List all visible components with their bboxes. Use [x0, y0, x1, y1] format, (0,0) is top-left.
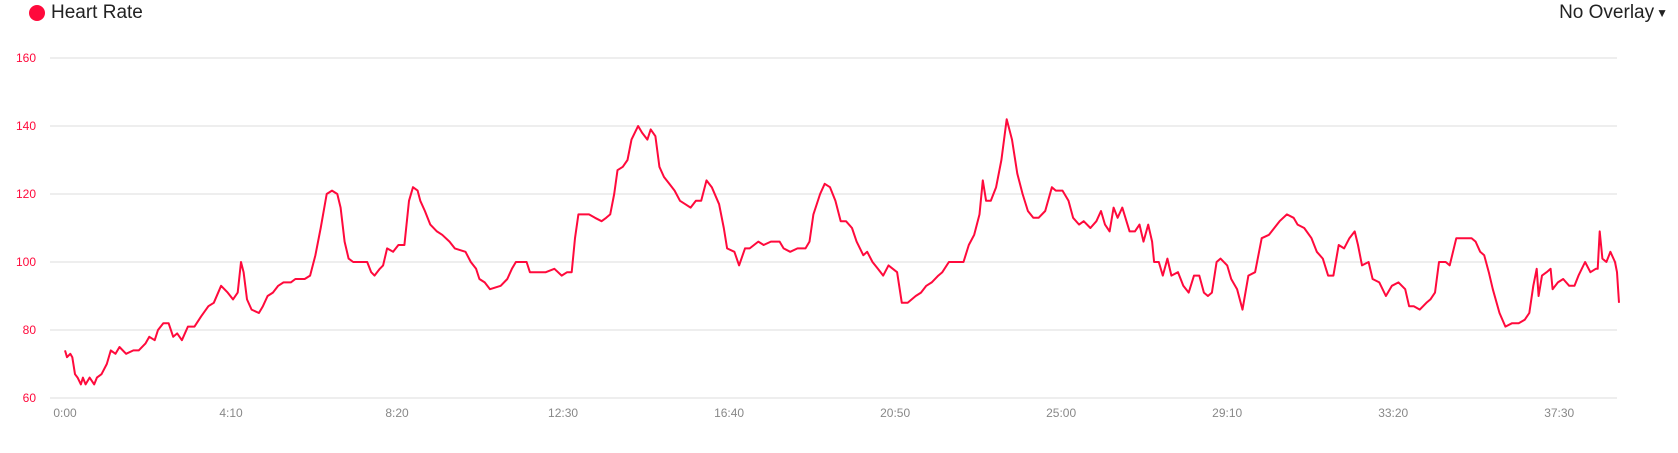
x-tick-label: 20:50	[880, 406, 910, 420]
y-tick-label: 60	[23, 391, 37, 405]
x-tick-label: 25:00	[1046, 406, 1076, 420]
legend-label: Heart Rate	[51, 2, 143, 23]
x-tick-label: 8:20	[385, 406, 409, 420]
y-tick-label: 120	[16, 187, 36, 201]
heart-rate-series-line	[64, 118, 1620, 386]
heart-rate-dot-icon	[29, 5, 45, 21]
x-tick-label: 37:30	[1544, 406, 1574, 420]
overlay-dropdown-label: No Overlay	[1559, 2, 1655, 23]
y-tick-label: 160	[16, 51, 36, 65]
x-tick-label: 16:40	[714, 406, 744, 420]
y-tick-label: 140	[16, 119, 36, 133]
x-tick-label: 0:00	[53, 406, 77, 420]
x-tick-label: 29:10	[1212, 406, 1242, 420]
legend-heart-rate: Heart Rate	[29, 2, 143, 24]
x-tick-label: 12:30	[548, 406, 578, 420]
y-tick-label: 100	[16, 255, 36, 269]
x-tick-label: 33:20	[1378, 406, 1408, 420]
overlay-dropdown[interactable]: No Overlay ▼	[1559, 2, 1668, 24]
x-tick-label: 4:10	[219, 406, 243, 420]
y-tick-label: 80	[23, 323, 37, 337]
caret-down-icon: ▼	[1656, 6, 1668, 20]
